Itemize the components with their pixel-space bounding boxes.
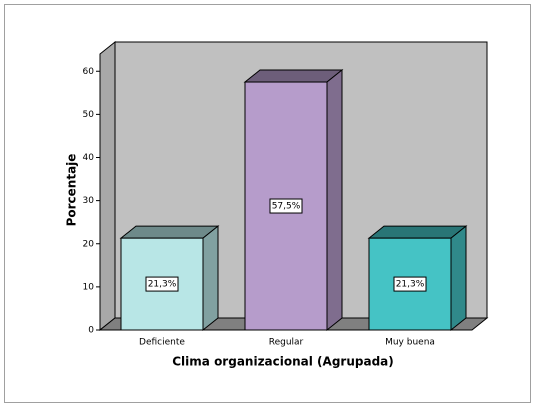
- x-axis-title: Clima organizacional (Agrupada): [172, 355, 393, 369]
- bar-side: [326, 68, 343, 332]
- y-axis-title: Porcentaje: [65, 154, 79, 227]
- y-tick-label: 10: [83, 282, 95, 292]
- bar-top: [119, 225, 220, 239]
- value-label: 21,3%: [396, 280, 425, 290]
- y-tick-label: 60: [83, 67, 95, 77]
- value-label: 57,5%: [272, 202, 301, 212]
- side-wall: [99, 40, 116, 332]
- y-tick-label: 40: [83, 153, 95, 163]
- x-tick-label: Regular: [269, 338, 304, 348]
- bar-top: [243, 69, 344, 83]
- y-tick-label: 30: [83, 196, 95, 206]
- value-label-box: [269, 198, 303, 214]
- value-label: 21,3%: [148, 280, 177, 290]
- x-tick-label: Deficiente: [139, 338, 185, 348]
- bar-side: [450, 225, 467, 332]
- y-tick-label: 50: [83, 110, 95, 120]
- value-label-box: [393, 276, 427, 292]
- bar-side: [202, 225, 219, 332]
- y-tick-label: 0: [88, 326, 94, 336]
- x-tick-label: Muy buena: [385, 338, 435, 348]
- bar-top: [367, 225, 468, 239]
- value-label-box: [145, 276, 179, 292]
- y-tick-label: 20: [83, 239, 95, 249]
